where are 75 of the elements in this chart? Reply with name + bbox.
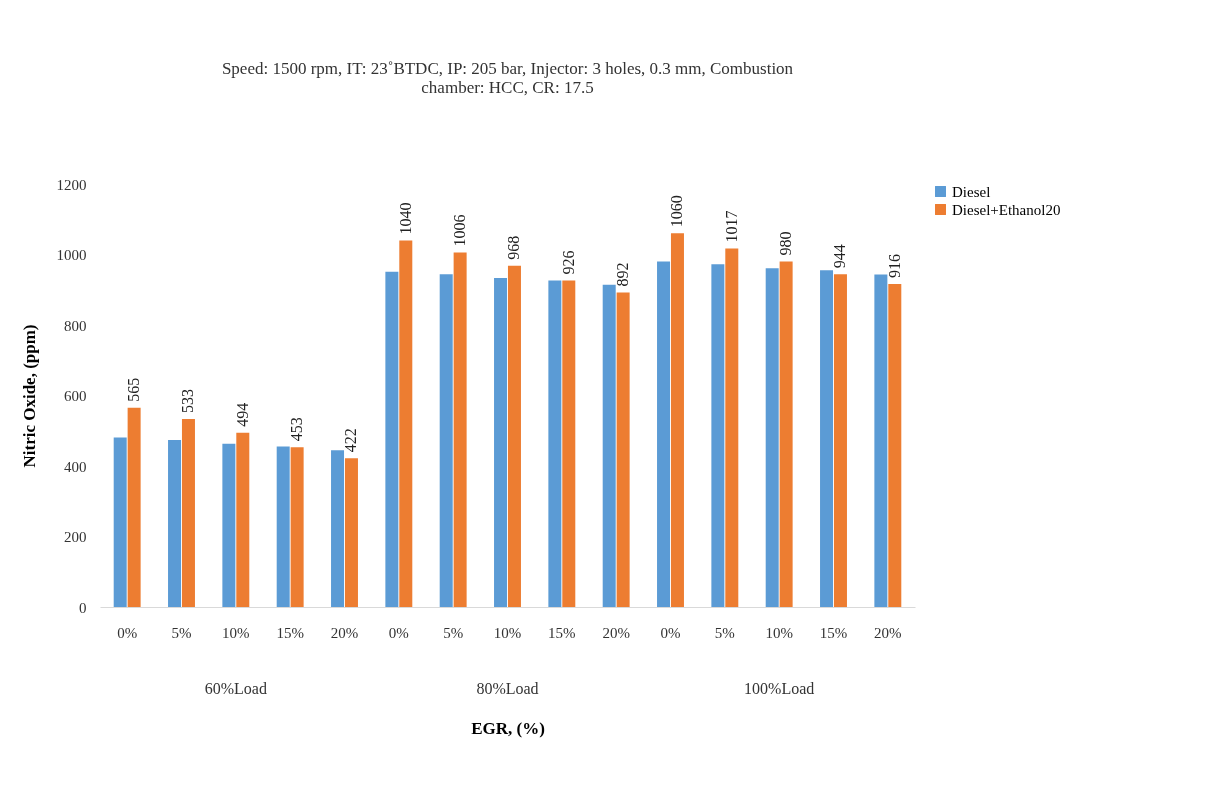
- x-tick-label: 15%: [819, 624, 848, 641]
- x-tick-label: 0%: [660, 624, 681, 641]
- x-tick-label: 20%: [874, 624, 902, 641]
- bar: [222, 443, 236, 607]
- data-label: 1017: [722, 210, 740, 243]
- x-tick-label: 5%: [443, 624, 464, 641]
- bar: [507, 265, 521, 607]
- x-tick-label: 0%: [388, 624, 409, 641]
- y-tick-label: 600: [64, 388, 87, 404]
- bar: [453, 252, 467, 607]
- data-label: 916: [885, 254, 903, 279]
- bar: [711, 264, 725, 607]
- bar: [127, 407, 141, 607]
- y-tick-label: 400: [64, 458, 87, 475]
- text: 60%Load: [204, 680, 267, 697]
- bar: [670, 233, 684, 607]
- data-label: 1040: [396, 202, 414, 235]
- bar: [602, 284, 616, 607]
- bar: [168, 439, 182, 607]
- bar: [276, 446, 290, 607]
- legend-label: Diesel: [952, 183, 991, 200]
- y-tick-label: 0: [79, 599, 87, 616]
- bar: [616, 292, 630, 607]
- data-label: 1060: [668, 195, 686, 228]
- data-label: 1006: [451, 214, 469, 247]
- chart-title: Speed: 1500 rpm, IT: 23˚BTDC, IP: 205 bar, Injector: 3 holes, 0.3 mm, Combustion chamber: HCC, CR: 17.5: [221, 59, 794, 97]
- x-tick-label: 5%: [171, 624, 192, 641]
- bar: [236, 432, 250, 607]
- data-label: 926: [559, 250, 577, 275]
- bar: [439, 274, 453, 607]
- data-label: 565: [125, 377, 143, 402]
- text: 80%Load: [476, 680, 539, 697]
- y-tick-label: 1200: [56, 176, 87, 193]
- x-tick-label: 5%: [714, 624, 735, 641]
- bar: [765, 268, 779, 607]
- bar: [874, 274, 888, 607]
- bar: [494, 278, 508, 607]
- data-label: 533: [179, 389, 197, 414]
- data-label: 944: [831, 244, 849, 269]
- data-label: 453: [288, 417, 306, 442]
- y-axis-title: Nitric Oxide, (ppm): [19, 324, 39, 468]
- bar: [181, 419, 195, 607]
- bar: [820, 270, 834, 607]
- bar: [779, 261, 793, 607]
- bar: [562, 280, 576, 607]
- data-label: 892: [614, 262, 632, 287]
- bar: [833, 274, 847, 607]
- bar: [399, 240, 413, 607]
- x-tick-label: 20%: [330, 624, 359, 641]
- x-tick-label: 15%: [276, 624, 304, 641]
- bar: [290, 447, 304, 607]
- legend-label: Diesel+Ethanol20: [952, 201, 1061, 218]
- data-label: 968: [505, 235, 523, 260]
- bar: [344, 458, 358, 607]
- bar: [385, 271, 399, 607]
- y-tick-label: 200: [64, 529, 87, 545]
- x-axis-title: EGR, (%): [471, 718, 545, 738]
- text: 100%Load: [744, 680, 815, 697]
- x-tick-label: 10%: [222, 624, 250, 641]
- y-tick-label: 800: [64, 317, 87, 334]
- x-tick-label: 0%: [117, 624, 138, 641]
- x-tick-label: 10%: [493, 624, 522, 641]
- bar: [113, 437, 127, 607]
- bar: [548, 280, 562, 607]
- x-tick-label: 15%: [548, 624, 576, 641]
- y-tick-label: 1000: [56, 247, 87, 263]
- x-tick-label: 20%: [602, 624, 630, 641]
- bar: [331, 450, 345, 607]
- bar: [725, 248, 739, 607]
- data-label: 422: [342, 428, 360, 453]
- x-tick-label: 10%: [765, 624, 793, 641]
- data-label: 980: [777, 231, 795, 256]
- data-label: 494: [233, 402, 251, 427]
- bar: [657, 261, 671, 607]
- bar: [888, 284, 902, 607]
